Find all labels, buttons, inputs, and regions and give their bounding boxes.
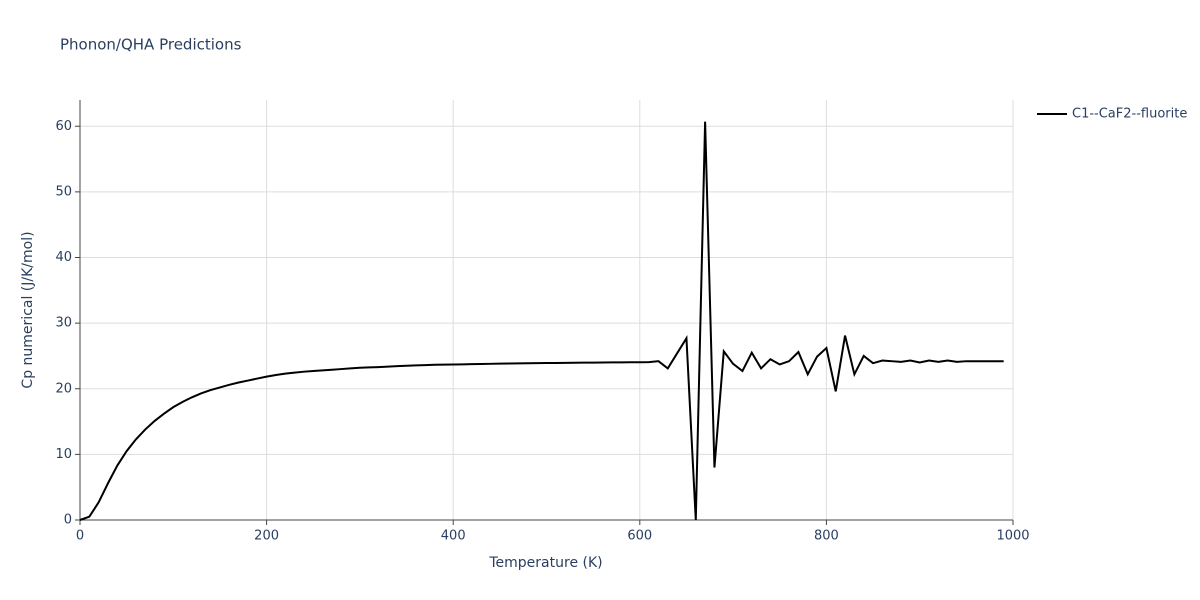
chart-title: Phonon/QHA Predictions bbox=[60, 36, 242, 54]
line-series bbox=[79, 121, 1004, 521]
x-tick-label: 200 bbox=[254, 529, 279, 544]
x-tick-label: 0 bbox=[76, 529, 84, 544]
y-tick-label: 60 bbox=[55, 119, 72, 134]
x-axis-title: Temperature (K) bbox=[488, 555, 602, 571]
y-tick-label: 30 bbox=[55, 316, 72, 331]
x-tick-label: 400 bbox=[441, 529, 466, 544]
y-tick-label: 0 bbox=[64, 513, 72, 528]
y-tick-label: 40 bbox=[55, 250, 72, 265]
y-tick-label: 20 bbox=[55, 381, 72, 396]
x-tick-label: 600 bbox=[627, 529, 652, 544]
y-tick-label: 10 bbox=[55, 447, 72, 462]
y-tick-label: 50 bbox=[55, 184, 72, 199]
x-tick-label: 800 bbox=[814, 529, 839, 544]
legend-label: C1--CaF2--fluorite bbox=[1072, 107, 1187, 122]
x-tick-label: 1000 bbox=[996, 529, 1029, 544]
y-axis-title: Cp numerical (J/K/mol) bbox=[20, 231, 36, 388]
